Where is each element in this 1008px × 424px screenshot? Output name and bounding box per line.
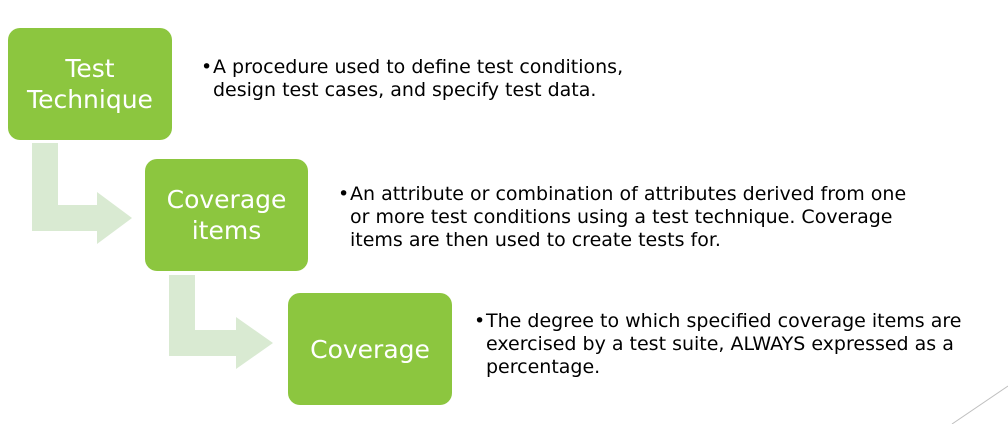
- test-technique-box: Test Technique: [8, 28, 172, 140]
- bullet-icon: •: [474, 310, 486, 332]
- coverage-items-box: Coverage items: [145, 159, 308, 271]
- test-technique-description-text: A procedure used to define test conditio…: [213, 56, 624, 101]
- bullet-icon: •: [201, 56, 213, 78]
- coverage-items-description: • An attribute or combination of attribu…: [338, 183, 978, 252]
- coverage-label: Coverage: [310, 334, 430, 364]
- coverage-items-description-text: An attribute or combination of attribute…: [350, 183, 907, 251]
- coverage-box: Coverage: [288, 293, 452, 405]
- arrow-items-to-coverage: [169, 275, 273, 369]
- test-technique-label: Test Technique: [27, 54, 153, 114]
- test-technique-description: • A procedure used to define test condit…: [201, 56, 701, 102]
- coverage-description-text: The degree to which specified coverage i…: [486, 310, 962, 378]
- arrow-technique-to-items: [32, 143, 132, 244]
- coverage-items-label: Coverage items: [166, 185, 287, 245]
- coverage-description: • The degree to which specified coverage…: [474, 310, 1004, 379]
- bullet-icon: •: [338, 183, 350, 205]
